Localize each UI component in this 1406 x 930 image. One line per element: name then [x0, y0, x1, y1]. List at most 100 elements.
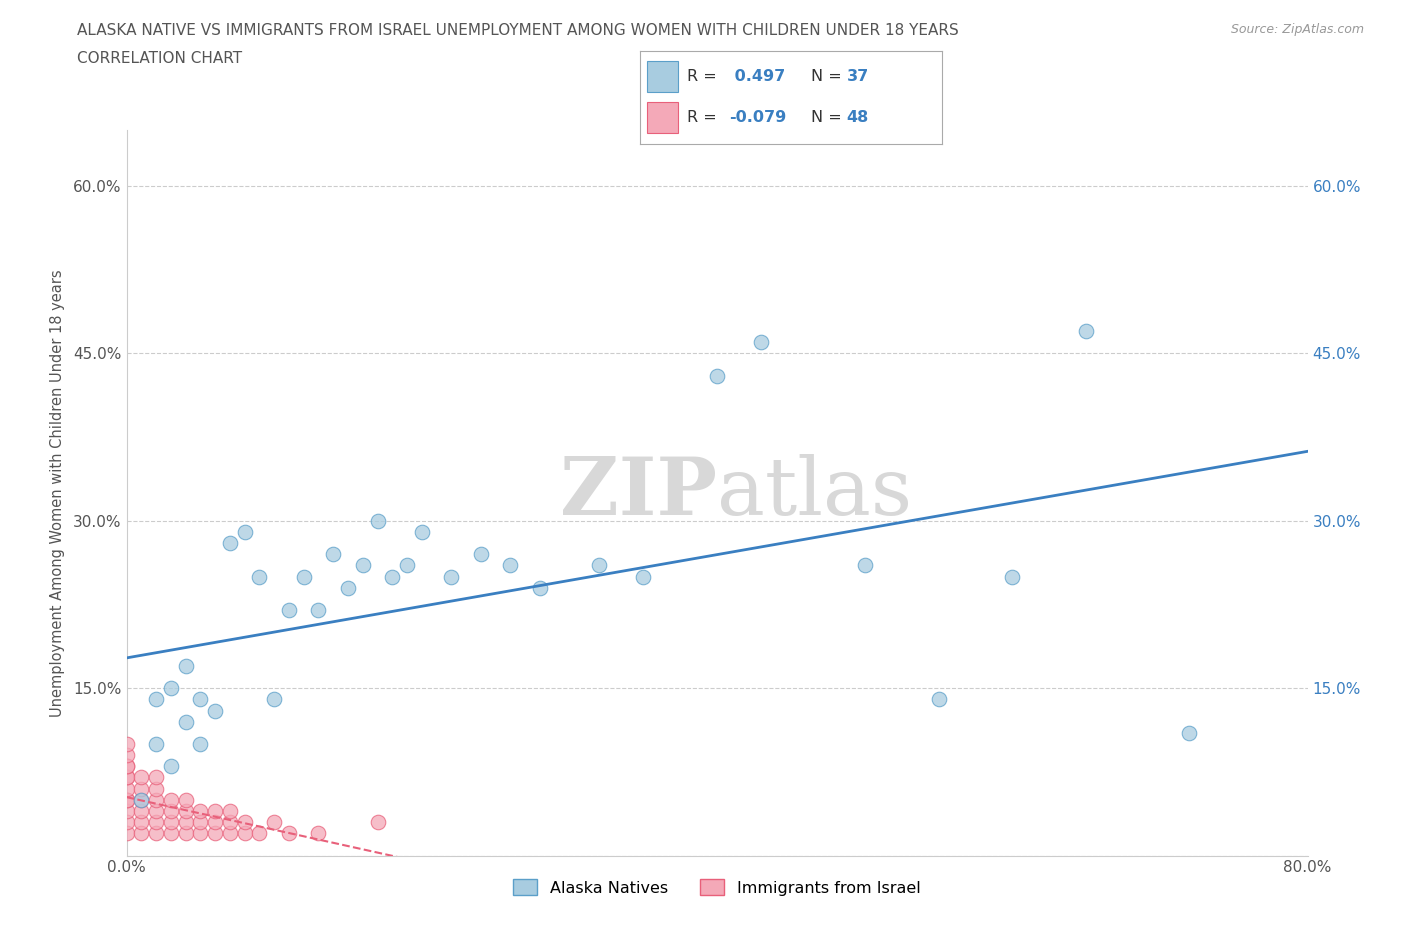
Point — [337, 580, 360, 595]
Text: ALASKA NATIVE VS IMMIGRANTS FROM ISRAEL UNEMPLOYMENT AMONG WOMEN WITH CHILDREN U: ALASKA NATIVE VS IMMIGRANTS FROM ISRAEL … — [77, 23, 959, 38]
Point — [204, 804, 226, 818]
Point — [367, 815, 389, 830]
Point — [292, 569, 315, 584]
Text: 48: 48 — [846, 110, 869, 126]
Point — [115, 826, 138, 841]
Point — [529, 580, 551, 595]
Y-axis label: Unemployment Among Women with Children Under 18 years: Unemployment Among Women with Children U… — [49, 269, 65, 717]
Point — [174, 792, 197, 807]
Point — [129, 815, 153, 830]
Text: N =: N = — [810, 110, 846, 126]
Point — [322, 547, 344, 562]
Point — [160, 681, 183, 696]
Point — [145, 770, 167, 785]
Point — [249, 569, 271, 584]
Point — [188, 815, 212, 830]
Point — [249, 826, 271, 841]
Point — [278, 826, 301, 841]
Point — [204, 815, 226, 830]
Point — [145, 781, 167, 796]
Point — [633, 569, 655, 584]
Point — [129, 781, 153, 796]
Point — [188, 692, 212, 707]
Point — [129, 792, 153, 807]
Point — [145, 692, 167, 707]
Point — [174, 804, 197, 818]
Point — [115, 804, 138, 818]
Point — [928, 692, 950, 707]
Point — [188, 826, 212, 841]
Point — [174, 826, 197, 841]
Point — [470, 547, 492, 562]
Point — [160, 759, 183, 774]
Point — [174, 714, 197, 729]
Point — [160, 792, 183, 807]
Point — [188, 737, 212, 751]
Point — [145, 815, 167, 830]
Point — [308, 603, 330, 618]
Text: R =: R = — [686, 110, 721, 126]
Point — [115, 737, 138, 751]
Point — [129, 770, 153, 785]
Bar — [647, 102, 678, 133]
Point — [115, 759, 138, 774]
Point — [278, 603, 301, 618]
Point — [160, 815, 183, 830]
Point — [115, 770, 138, 785]
Point — [115, 770, 138, 785]
Point — [219, 804, 242, 818]
Bar — [647, 61, 678, 92]
Point — [381, 569, 404, 584]
Text: ZIP: ZIP — [560, 454, 717, 532]
Point — [1076, 324, 1098, 339]
Point — [115, 815, 138, 830]
Point — [367, 513, 389, 528]
Point — [145, 737, 167, 751]
Text: R =: R = — [686, 69, 721, 85]
Point — [204, 703, 226, 718]
Text: 37: 37 — [846, 69, 869, 85]
Point — [115, 781, 138, 796]
Point — [706, 368, 728, 383]
Text: -0.079: -0.079 — [728, 110, 786, 126]
Point — [145, 792, 167, 807]
Point — [219, 826, 242, 841]
Point — [263, 692, 285, 707]
Point — [233, 815, 256, 830]
Point — [308, 826, 330, 841]
Point — [219, 536, 242, 551]
Point — [188, 804, 212, 818]
Text: N =: N = — [810, 69, 846, 85]
Point — [411, 525, 433, 539]
Point — [160, 804, 183, 818]
Legend: Alaska Natives, Immigrants from Israel: Alaska Natives, Immigrants from Israel — [508, 872, 927, 902]
Point — [204, 826, 226, 841]
Point — [145, 826, 167, 841]
Text: 0.497: 0.497 — [728, 69, 785, 85]
Point — [174, 658, 197, 673]
Text: Source: ZipAtlas.com: Source: ZipAtlas.com — [1230, 23, 1364, 36]
Point — [115, 792, 138, 807]
Point — [352, 558, 374, 573]
Point — [129, 826, 153, 841]
Point — [219, 815, 242, 830]
Point — [396, 558, 419, 573]
Point — [588, 558, 610, 573]
Point — [233, 826, 256, 841]
Text: atlas: atlas — [717, 454, 912, 532]
Point — [115, 792, 138, 807]
Point — [499, 558, 522, 573]
Point — [751, 335, 773, 350]
Point — [115, 759, 138, 774]
Point — [115, 748, 138, 763]
Point — [145, 804, 167, 818]
Point — [129, 804, 153, 818]
Point — [1001, 569, 1024, 584]
Point — [174, 815, 197, 830]
Point — [1178, 725, 1201, 740]
Point — [160, 826, 183, 841]
Point — [263, 815, 285, 830]
Point — [440, 569, 463, 584]
Point — [129, 792, 153, 807]
Point — [233, 525, 256, 539]
